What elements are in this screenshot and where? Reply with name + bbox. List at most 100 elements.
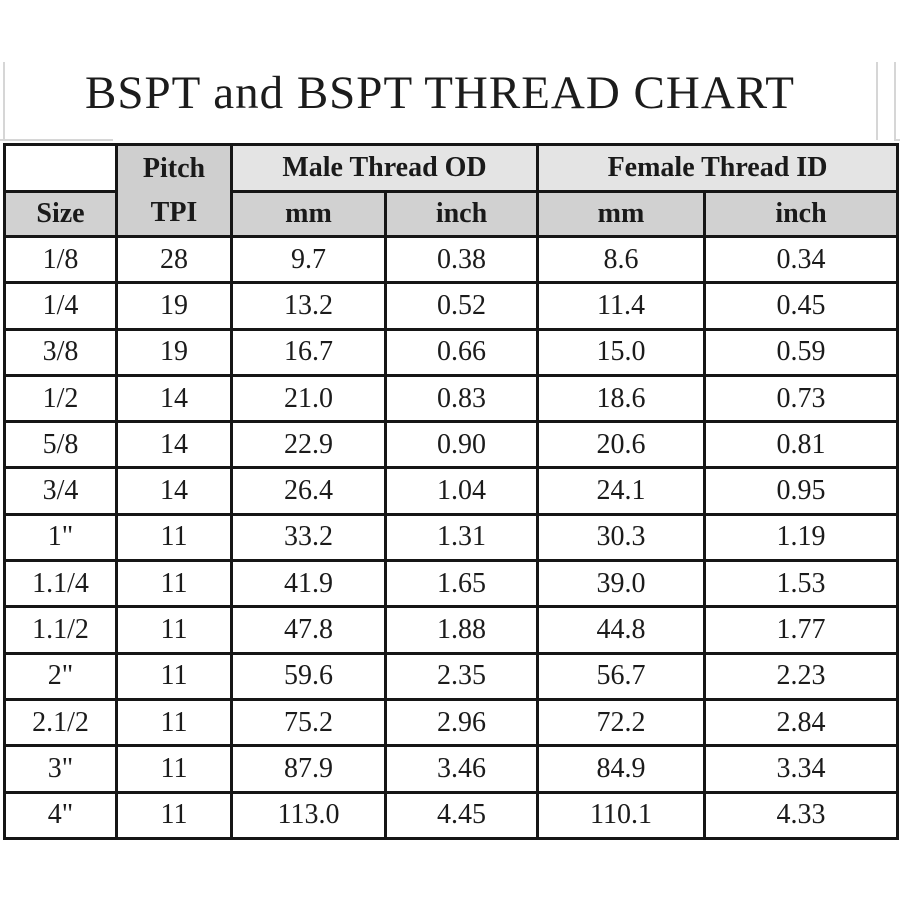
thread-chart-table: Pitch TPI Male Thread OD Female Thread I… [3, 143, 899, 840]
table-row: 1.1/4 11 41.9 1.65 39.0 1.53 [3, 559, 899, 609]
artifact-line-top-right [894, 139, 900, 141]
size-cell: 3" [3, 744, 118, 794]
female-thread-id-header: Female Thread ID [536, 143, 899, 193]
female-inch-cell: 1.19 [703, 512, 899, 563]
header-row-groups: Pitch TPI Male Thread OD Female Thread I… [3, 143, 899, 238]
size-cell: 1/4 [3, 281, 118, 331]
male-inch-cell: 1.04 [384, 466, 539, 516]
male-inch-cell: 0.52 [384, 281, 539, 331]
tpi-label: TPI [150, 196, 198, 228]
female-mm-cell: 30.3 [536, 512, 706, 563]
table-row: 3" 11 87.9 3.46 84.9 3.34 [3, 744, 899, 794]
female-inch-cell: 2.84 [703, 697, 899, 748]
tpi-cell: 19 [115, 327, 233, 377]
table-row: 1.1/2 11 47.8 1.88 44.8 1.77 [3, 605, 899, 655]
size-cell: 4" [3, 790, 118, 840]
female-mm-cell: 20.6 [536, 420, 706, 470]
male-inch-cell: 0.90 [384, 420, 539, 470]
male-mm-cell: 22.9 [230, 420, 387, 470]
male-mm-cell: 47.8 [230, 605, 387, 655]
size-cell: 1.1/2 [3, 605, 118, 655]
table-row: 4" 11 113.0 4.45 110.1 4.33 [3, 790, 899, 840]
table-row: 3/8 19 16.7 0.66 15.0 0.59 [3, 327, 899, 377]
male-mm-cell: 87.9 [230, 744, 387, 794]
tpi-cell: 28 [115, 234, 233, 285]
female-inch-cell: 2.23 [703, 651, 899, 701]
female-mm-cell: 8.6 [536, 234, 706, 285]
male-inch-cell: 2.96 [384, 697, 539, 748]
artifact-line-top-left [0, 139, 113, 141]
male-mm-unit-cell: mm [230, 190, 387, 238]
tpi-cell: 11 [115, 559, 233, 609]
tpi-cell: 14 [115, 466, 233, 516]
female-mm-cell: 39.0 [536, 559, 706, 609]
pitch-label: Pitch [142, 152, 206, 184]
tpi-cell: 11 [115, 697, 233, 748]
male-mm-cell: 41.9 [230, 559, 387, 609]
male-mm-cell: 26.4 [230, 466, 387, 516]
male-inch-cell: 4.45 [384, 790, 539, 840]
size-cell: 2" [3, 651, 118, 701]
male-inch-cell: 3.46 [384, 744, 539, 794]
female-inch-cell: 1.53 [703, 559, 899, 609]
table-row: 1/4 19 13.2 0.52 11.4 0.45 [3, 281, 899, 331]
male-thread-od-header: Male Thread OD [230, 143, 539, 193]
male-inch-cell: 0.66 [384, 327, 539, 377]
table-row: 1/2 14 21.0 0.83 18.6 0.73 [3, 373, 899, 424]
table-row: 5/8 14 22.9 0.90 20.6 0.81 [3, 420, 899, 470]
size-cell: 5/8 [3, 420, 118, 470]
tpi-cell: 11 [115, 651, 233, 701]
male-mm-cell: 59.6 [230, 651, 387, 701]
male-inch-cell: 1.65 [384, 559, 539, 609]
female-mm-cell: 72.2 [536, 697, 706, 748]
table-row: 2" 11 59.6 2.35 56.7 2.23 [3, 651, 899, 701]
male-inch-cell: 1.88 [384, 605, 539, 655]
female-inch-unit-cell: inch [703, 190, 899, 238]
male-inch-cell: 1.31 [384, 512, 539, 563]
table-row: 2.1/2 11 75.2 2.96 72.2 2.84 [3, 697, 899, 748]
table-body: Pitch TPI Male Thread OD Female Thread I… [3, 143, 899, 840]
size-cell: 1/2 [3, 373, 118, 424]
female-mm-cell: 84.9 [536, 744, 706, 794]
size-cell: 2.1/2 [3, 697, 118, 748]
table-row: 1/8 28 9.7 0.38 8.6 0.34 [3, 234, 899, 285]
male-inch-cell: 2.35 [384, 651, 539, 701]
tpi-cell: 14 [115, 420, 233, 470]
size-cell: 3/8 [3, 327, 118, 377]
male-mm-cell: 113.0 [230, 790, 387, 840]
artifact-line-right-inner [876, 62, 878, 140]
size-cell: 3/4 [3, 466, 118, 516]
size-cell: 1/8 [3, 234, 118, 285]
size-cell: 1.1/4 [3, 559, 118, 609]
tpi-cell: 11 [115, 512, 233, 563]
female-inch-cell: 0.81 [703, 420, 899, 470]
tpi-cell: 11 [115, 744, 233, 794]
corner-blank-cell [3, 143, 118, 193]
artifact-line-right-outer [894, 62, 896, 140]
male-inch-unit-cell: inch [384, 190, 539, 238]
male-mm-cell: 33.2 [230, 512, 387, 563]
male-inch-cell: 0.83 [384, 373, 539, 424]
table-row: 3/4 14 26.4 1.04 24.1 0.95 [3, 466, 899, 516]
female-mm-cell: 56.7 [536, 651, 706, 701]
female-inch-cell: 0.73 [703, 373, 899, 424]
male-mm-cell: 21.0 [230, 373, 387, 424]
size-header-cell: Size [3, 190, 118, 238]
artifact-line-left [3, 62, 5, 140]
female-mm-unit-cell: mm [536, 190, 706, 238]
female-mm-cell: 44.8 [536, 605, 706, 655]
table-row: 1" 11 33.2 1.31 30.3 1.19 [3, 512, 899, 563]
female-mm-cell: 15.0 [536, 327, 706, 377]
female-mm-cell: 24.1 [536, 466, 706, 516]
pitch-tpi-header-cell: Pitch TPI [115, 143, 233, 238]
male-inch-cell: 0.38 [384, 234, 539, 285]
female-mm-cell: 110.1 [536, 790, 706, 840]
female-inch-cell: 0.59 [703, 327, 899, 377]
page-title: BSPT and BSPT THREAD CHART [84, 67, 796, 119]
female-mm-cell: 18.6 [536, 373, 706, 424]
female-inch-cell: 1.77 [703, 605, 899, 655]
female-inch-cell: 0.34 [703, 234, 899, 285]
female-inch-cell: 3.34 [703, 744, 899, 794]
female-mm-cell: 11.4 [536, 281, 706, 331]
